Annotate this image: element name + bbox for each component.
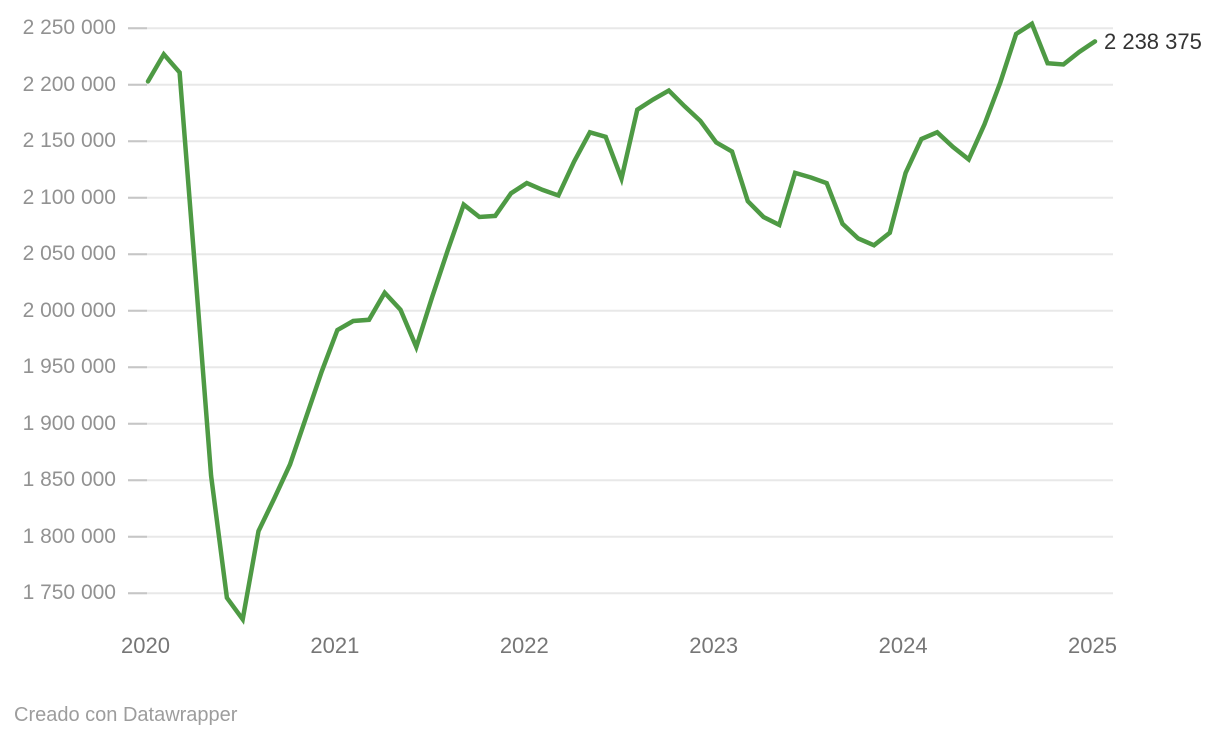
end-value-label: 2 238 375 [1103,28,1202,54]
y-tick-label: 1 950 000 [22,355,116,379]
x-tick-label: 2025 [1068,633,1117,658]
x-tick-label: 2022 [499,633,549,658]
y-tick-label: 1 900 000 [22,411,116,435]
y-tick-label: 2 200 000 [22,72,116,96]
y-tick-label: 1 750 000 [22,581,116,605]
y-tick-label: 2 250 000 [22,16,116,40]
y-tick-label: 2 050 000 [22,242,116,266]
datawrapper-credit[interactable]: Creado con Datawrapper [14,704,238,726]
y-tick-label: 1 850 000 [22,468,116,492]
x-tick-label: 2021 [310,633,360,658]
y-tick-label: 2 100 000 [22,185,116,209]
x-tick-label: 2024 [878,633,928,658]
y-tick-label: 2 000 000 [22,298,116,322]
data-line [145,20,1098,625]
y-tick-label: 2 150 000 [22,129,116,153]
y-tick-label: 1 800 000 [22,524,116,548]
x-tick-label: 2020 [121,633,170,658]
x-tick-label: 2023 [689,633,739,658]
gridlines [128,27,1113,595]
axis-tick-marks [128,27,147,595]
